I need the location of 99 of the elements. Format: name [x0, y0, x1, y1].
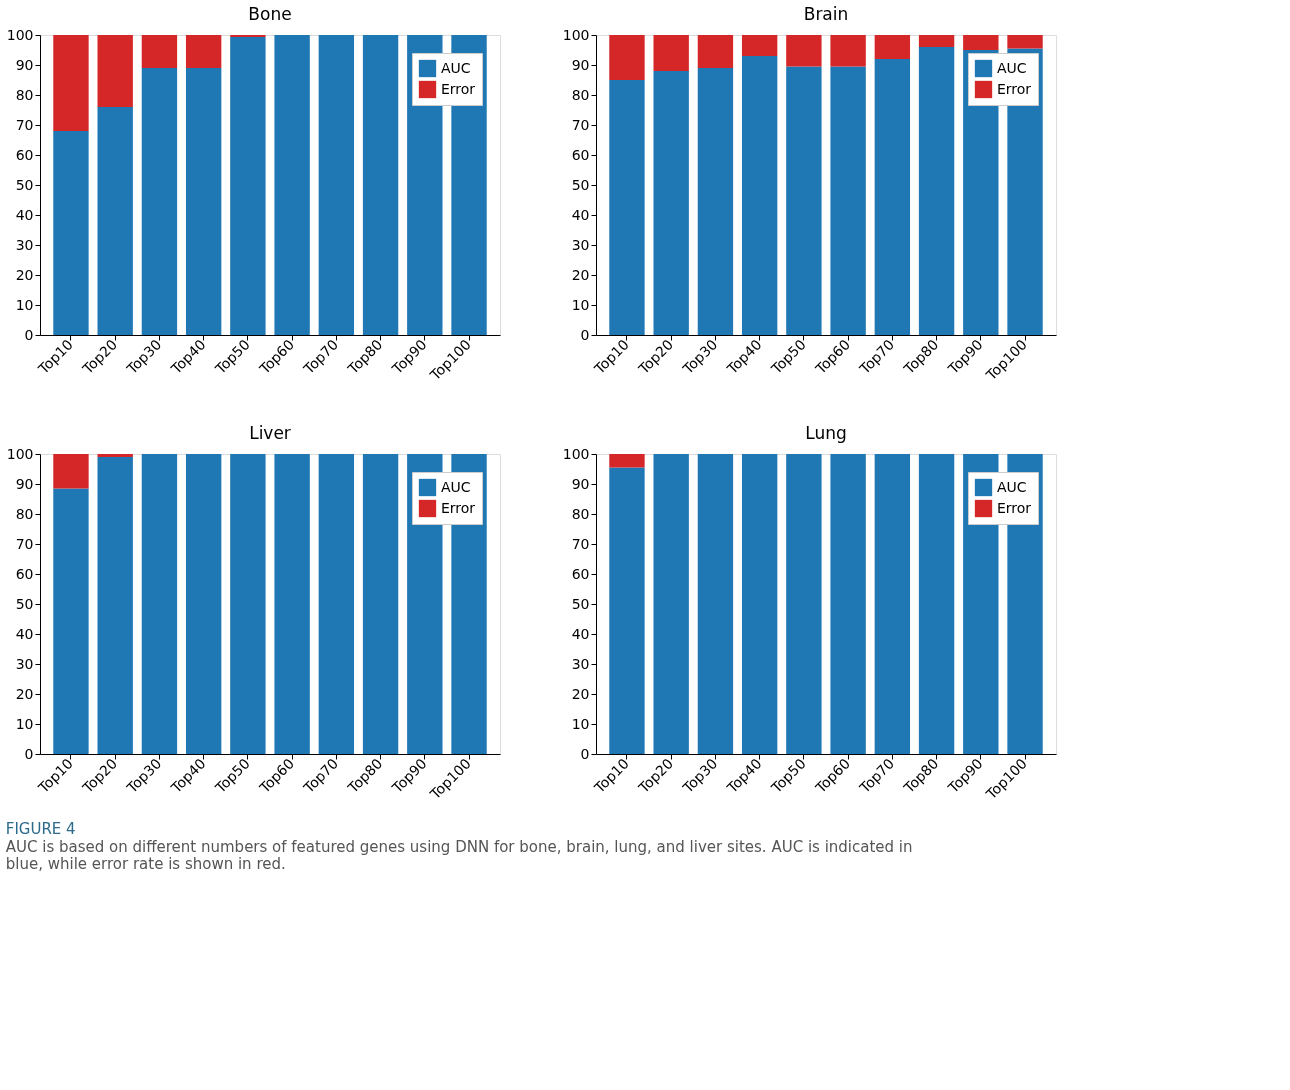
- y-tick-label: 60: [571, 146, 590, 163]
- y-tick-label: 90: [15, 475, 34, 492]
- bar: [274, 454, 310, 754]
- bar: [653, 35, 689, 71]
- y-tick-label: 50: [571, 176, 590, 193]
- y-tick-label: 10: [571, 715, 590, 732]
- y-tick-label: 50: [571, 595, 590, 612]
- y-tick-label: 30: [571, 655, 590, 672]
- y-tick-label: 10: [15, 296, 34, 313]
- legend-label: Error: [441, 499, 476, 516]
- bar: [1007, 35, 1043, 49]
- y-tick-label: 100: [6, 26, 34, 43]
- bar: [741, 35, 778, 56]
- y-tick-label: 20: [15, 266, 34, 283]
- legend-label: AUC: [997, 59, 1027, 76]
- y-tick-label: 0: [580, 326, 590, 343]
- bar: [53, 35, 89, 131]
- chart-title: Brain: [803, 4, 849, 24]
- chart-title: Lung: [805, 423, 847, 443]
- legend-label: AUC: [997, 478, 1027, 495]
- bar: [786, 66, 822, 335]
- y-tick-label: 20: [571, 266, 590, 283]
- bar: [185, 35, 222, 68]
- y-tick-label: 20: [571, 685, 590, 702]
- y-tick-label: 30: [15, 655, 34, 672]
- bar: [874, 35, 911, 59]
- legend-label: Error: [997, 499, 1032, 516]
- bar: [230, 35, 266, 38]
- bar: [697, 35, 734, 68]
- y-tick-label: 40: [15, 206, 34, 223]
- bar: [963, 35, 999, 50]
- y-tick-label: 30: [571, 236, 590, 253]
- bar: [141, 454, 178, 754]
- chart-title: Bone: [248, 4, 292, 24]
- y-tick-label: 60: [15, 146, 34, 163]
- y-tick-label: 10: [571, 296, 590, 313]
- y-tick-label: 70: [15, 116, 34, 133]
- bar: [97, 457, 133, 754]
- y-tick-label: 100: [562, 445, 590, 462]
- text: AUC is based on different numbers of featured genes using DNN for bone, brain, lung, and liver sites. AUC is indicated in blue, while error rate is shown in red.: [5, 838, 913, 874]
- y-tick-label: 80: [15, 86, 34, 103]
- y-tick-label: 70: [571, 535, 590, 552]
- bar: [141, 68, 178, 335]
- y-tick-label: 50: [15, 595, 34, 612]
- y-tick-label: 0: [24, 326, 34, 343]
- bar: [609, 35, 645, 80]
- bar: [786, 35, 822, 67]
- legend-label: AUC: [441, 59, 471, 76]
- y-tick-label: 30: [15, 236, 34, 253]
- legend-label: Error: [997, 80, 1032, 97]
- y-tick-label: 100: [562, 26, 590, 43]
- y-tick-label: 20: [15, 685, 34, 702]
- legend-label: AUC: [441, 478, 471, 495]
- y-tick-label: 60: [571, 565, 590, 582]
- y-tick-label: 80: [571, 86, 590, 103]
- bar: [653, 71, 689, 335]
- bar: [97, 35, 133, 107]
- bar: [362, 35, 399, 335]
- y-tick-label: 90: [15, 56, 34, 73]
- bar: [97, 107, 133, 335]
- bar: [318, 454, 355, 754]
- bar: [918, 47, 955, 335]
- bar: [609, 80, 645, 335]
- bar: [830, 66, 866, 335]
- y-tick-label: 80: [15, 505, 34, 522]
- y-tick-label: 10: [15, 715, 34, 732]
- bar: [53, 131, 89, 335]
- bar: [53, 488, 89, 754]
- y-tick-label: 0: [580, 745, 590, 762]
- caption: FIGURE 4: [5, 820, 76, 839]
- y-tick-label: 0: [24, 745, 34, 762]
- bar: [697, 68, 734, 335]
- y-tick-label: 70: [571, 116, 590, 133]
- bar: [830, 35, 866, 67]
- bar: [318, 35, 355, 335]
- bar: [274, 35, 310, 335]
- bar: [141, 35, 178, 68]
- bar: [185, 68, 222, 335]
- y-tick-label: 70: [15, 535, 34, 552]
- bar: [874, 59, 911, 335]
- bar: [53, 454, 89, 489]
- bar: [230, 37, 266, 335]
- legend-label: Error: [441, 80, 476, 97]
- y-tick-label: 50: [15, 176, 34, 193]
- bar: [741, 56, 778, 335]
- y-tick-label: 80: [571, 505, 590, 522]
- y-tick-label: 60: [15, 565, 34, 582]
- y-tick-label: 40: [571, 625, 590, 642]
- bar: [185, 454, 222, 754]
- y-tick-label: 40: [571, 206, 590, 223]
- y-tick-label: 100: [6, 445, 34, 462]
- y-tick-label: 40: [15, 625, 34, 642]
- y-tick-label: 90: [571, 56, 590, 73]
- chart-title: Liver: [249, 423, 291, 443]
- bar: [97, 454, 133, 457]
- y-tick-label: 90: [571, 475, 590, 492]
- bar: [230, 454, 266, 754]
- bar: [918, 35, 955, 47]
- bar: [362, 454, 399, 754]
